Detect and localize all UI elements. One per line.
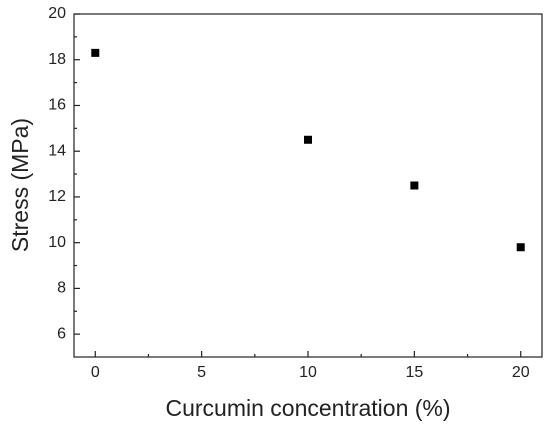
y-tick-label: 12	[48, 188, 66, 205]
point	[91, 48, 100, 57]
x-tick-label: 5	[197, 364, 206, 381]
y-tick-label: 18	[48, 51, 66, 68]
y-tick-label: 20	[48, 5, 66, 22]
y-axis-label: Stress (MPa)	[7, 118, 33, 252]
plot-frame	[73, 13, 543, 358]
x-tick-label: 15	[405, 364, 423, 381]
x-tick-label: 20	[512, 364, 530, 381]
x-tick-label: 10	[299, 364, 317, 381]
point	[516, 243, 525, 252]
point	[410, 181, 419, 190]
y-tick-label: 16	[48, 97, 66, 114]
x-tick-label: 0	[91, 364, 100, 381]
y-tick-label: 10	[48, 234, 66, 251]
y-tick-label: 6	[57, 325, 66, 342]
y-tick-label: 14	[48, 142, 66, 159]
y-tick-label: 8	[57, 280, 66, 297]
point	[304, 135, 312, 144]
x-axis-label: Curcumin concentration (%)	[165, 395, 450, 421]
